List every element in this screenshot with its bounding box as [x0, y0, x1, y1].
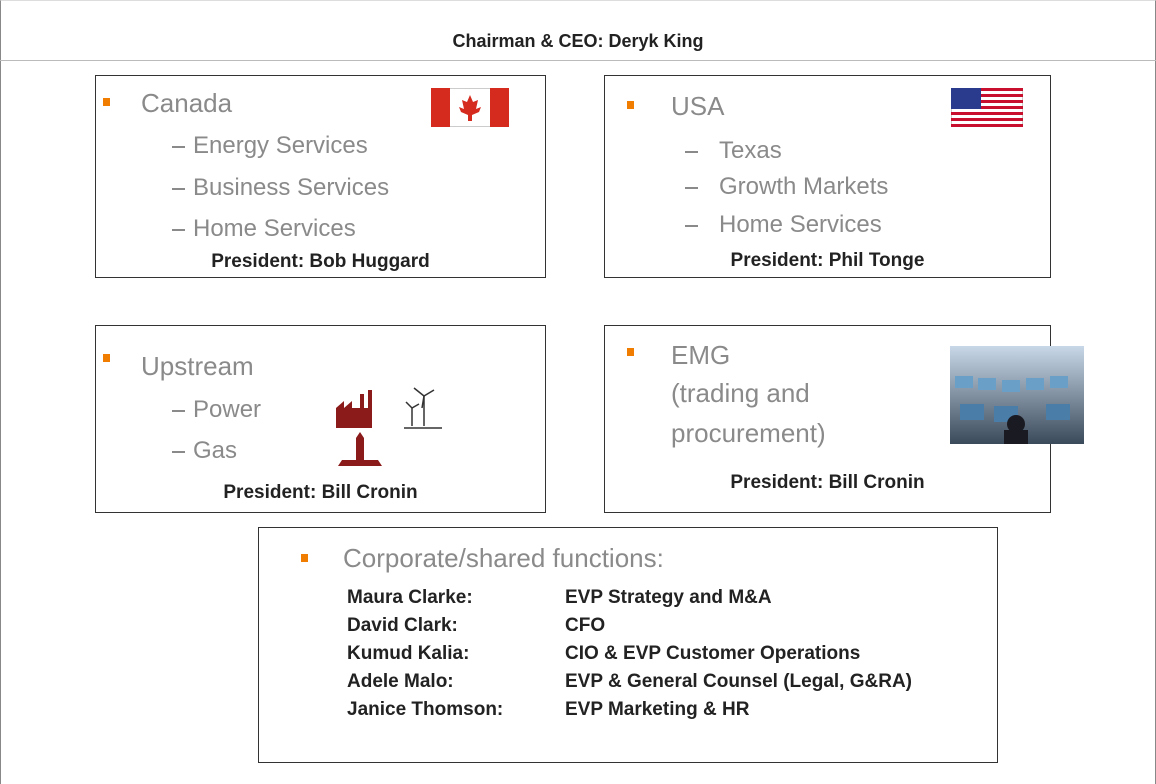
person-name: Kumud Kalia: [347, 640, 565, 668]
dash [685, 225, 698, 227]
unit-item: Gas [193, 436, 237, 466]
bullet [301, 554, 308, 562]
corporate-row: Maura Clarke:EVP Strategy and M&A [347, 584, 985, 612]
dash [685, 151, 698, 153]
unit-title: procurement) [671, 418, 826, 448]
unit-title: (trading and [671, 378, 810, 408]
unit-box: EMG (trading and procurement) President:… [604, 325, 1051, 513]
unit-item: Growth Markets [719, 172, 888, 202]
president: President: Phil Tonge [605, 250, 1050, 272]
page: Chairman & CEO: Deryk King Canada Energy… [0, 0, 1156, 784]
corporate-title: Corporate/shared functions: [343, 543, 664, 573]
person-name: David Clark: [347, 612, 565, 640]
unit-item: Texas [719, 136, 782, 166]
corporate-row: Janice Thomson:EVP Marketing & HR [347, 696, 985, 724]
corporate-row: Kumud Kalia:CIO & EVP Customer Operation… [347, 640, 985, 668]
president: President: Bill Cronin [96, 482, 545, 504]
person-role: EVP Strategy and M&A [565, 584, 985, 612]
header-title: Chairman & CEO: Deryk King [0, 31, 1156, 52]
dash [172, 146, 185, 148]
person-name: Adele Malo: [347, 668, 565, 696]
unit-title: Canada [141, 88, 232, 118]
corporate-box: Corporate/shared functions: Maura Clarke… [258, 527, 998, 763]
canada-flag [431, 88, 509, 127]
header-rule [0, 60, 1156, 61]
dash [172, 451, 185, 453]
unit-item: Energy Services [193, 131, 368, 161]
unit-item: Home Services [193, 214, 356, 244]
dash [685, 187, 698, 189]
usa-flag [951, 88, 1023, 127]
corporate-row: David Clark:CFO [347, 612, 985, 640]
unit-item: Power [193, 395, 261, 425]
unit-item: Business Services [193, 173, 389, 203]
person-role: EVP & General Counsel (Legal, G&RA) [565, 668, 985, 696]
corporate-row: Adele Malo:EVP & General Counsel (Legal,… [347, 668, 985, 696]
person-role: CIO & EVP Customer Operations [565, 640, 985, 668]
unit-title: USA [671, 91, 724, 121]
unit-box: Canada Energy Services Business Services… [95, 75, 546, 278]
bullet [627, 101, 634, 109]
unit-title: EMG [671, 340, 730, 370]
unit-item: Home Services [719, 210, 882, 240]
unit-box: USA Texas Growth Markets Home Services P… [604, 75, 1051, 278]
person-role: EVP Marketing & HR [565, 696, 985, 724]
bullet [103, 98, 110, 106]
person-name: Maura Clarke: [347, 584, 565, 612]
energy-icons [334, 386, 454, 471]
unit-box: Upstream Power Gas President: Bill Croni… [95, 325, 546, 513]
dash [172, 188, 185, 190]
unit-title: Upstream [141, 351, 254, 381]
person-name: Janice Thomson: [347, 696, 565, 724]
person-role: CFO [565, 612, 985, 640]
dash [172, 410, 185, 412]
dash [172, 229, 185, 231]
president: President: Bob Huggard [96, 251, 545, 273]
bullet [627, 348, 634, 356]
president: President: Bill Cronin [605, 472, 1050, 494]
bullet [103, 354, 110, 362]
trading-floor-photo [950, 346, 1084, 444]
